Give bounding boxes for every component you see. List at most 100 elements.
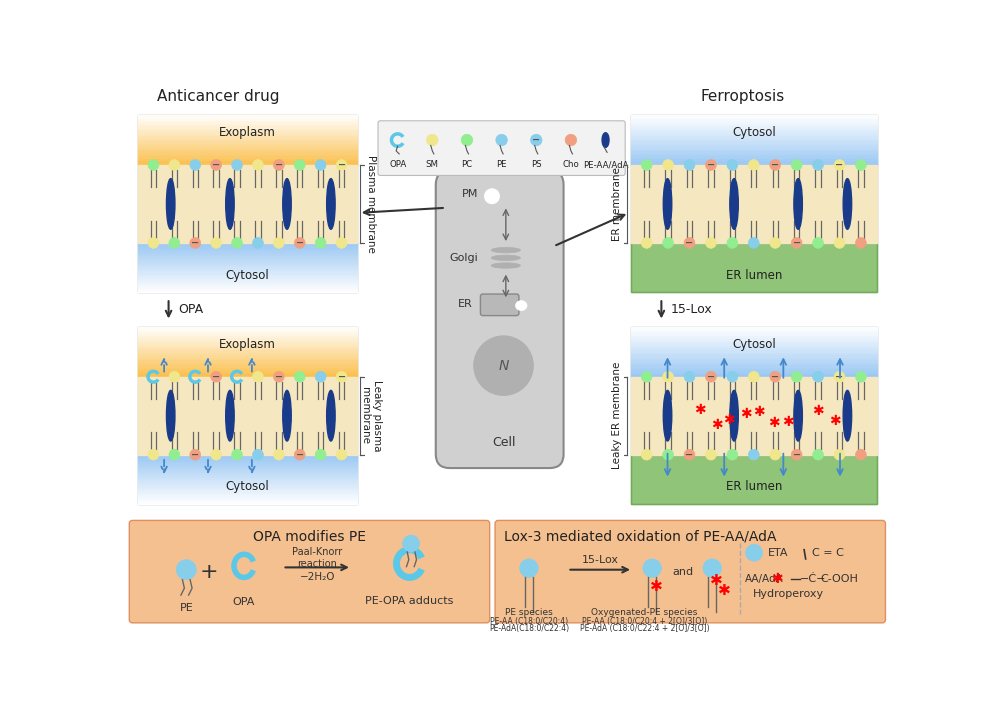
Text: ER: ER bbox=[458, 299, 473, 309]
Bar bbox=[138, 157, 357, 160]
Circle shape bbox=[565, 134, 576, 146]
Text: Anticancer drug: Anticancer drug bbox=[157, 89, 280, 104]
Text: Hydroperoxy: Hydroperoxy bbox=[753, 589, 825, 599]
Text: −2H₂O: −2H₂O bbox=[299, 572, 335, 582]
Bar bbox=[138, 367, 357, 369]
Text: Plasma membrane: Plasma membrane bbox=[366, 155, 376, 253]
Text: ✱: ✱ bbox=[719, 583, 731, 598]
Bar bbox=[138, 489, 357, 492]
Text: −: − bbox=[707, 372, 715, 381]
Circle shape bbox=[190, 449, 201, 460]
Text: 15-Lox: 15-Lox bbox=[582, 556, 619, 565]
Circle shape bbox=[294, 159, 305, 171]
Circle shape bbox=[294, 372, 305, 382]
Ellipse shape bbox=[226, 391, 235, 441]
Bar bbox=[138, 123, 357, 125]
Circle shape bbox=[211, 372, 222, 382]
Circle shape bbox=[148, 159, 158, 171]
Bar bbox=[138, 147, 357, 150]
Circle shape bbox=[337, 238, 346, 248]
Circle shape bbox=[427, 134, 439, 146]
Circle shape bbox=[232, 449, 243, 460]
Bar bbox=[138, 285, 357, 288]
Bar bbox=[138, 121, 357, 123]
Bar bbox=[138, 350, 357, 352]
Bar bbox=[631, 135, 877, 137]
Bar bbox=[631, 125, 877, 128]
Text: Cytosol: Cytosol bbox=[226, 269, 269, 281]
Text: −: − bbox=[275, 372, 283, 381]
Bar bbox=[138, 376, 357, 455]
Circle shape bbox=[706, 372, 717, 382]
Ellipse shape bbox=[794, 391, 802, 441]
Text: PE: PE bbox=[179, 603, 193, 613]
Circle shape bbox=[485, 190, 499, 203]
Circle shape bbox=[403, 535, 420, 552]
Bar bbox=[138, 290, 357, 293]
Bar bbox=[138, 118, 357, 121]
Bar bbox=[138, 374, 357, 376]
Circle shape bbox=[855, 449, 866, 460]
Circle shape bbox=[273, 372, 284, 382]
Text: ✱: ✱ bbox=[711, 418, 723, 432]
Bar bbox=[138, 288, 357, 290]
Text: −: − bbox=[212, 372, 220, 381]
Bar bbox=[138, 330, 357, 332]
Ellipse shape bbox=[491, 263, 521, 268]
Bar bbox=[138, 142, 357, 145]
Circle shape bbox=[662, 372, 673, 382]
Bar bbox=[138, 457, 357, 460]
Bar bbox=[138, 260, 357, 263]
Bar bbox=[631, 123, 877, 125]
Bar bbox=[138, 340, 357, 342]
Circle shape bbox=[315, 372, 326, 382]
Bar bbox=[138, 360, 357, 362]
Bar bbox=[631, 352, 877, 355]
Circle shape bbox=[642, 238, 652, 248]
Bar bbox=[138, 275, 357, 278]
Circle shape bbox=[703, 559, 722, 577]
Bar bbox=[138, 280, 357, 283]
Text: OPA: OPA bbox=[233, 597, 255, 607]
Text: PE: PE bbox=[496, 160, 507, 169]
Circle shape bbox=[770, 449, 780, 460]
Bar bbox=[631, 345, 877, 347]
Circle shape bbox=[791, 449, 802, 460]
Text: Ferroptosis: Ferroptosis bbox=[700, 89, 784, 104]
Bar bbox=[631, 360, 877, 362]
Bar bbox=[138, 465, 357, 467]
Text: PE-AA/AdA: PE-AA/AdA bbox=[583, 160, 629, 169]
Bar bbox=[631, 145, 877, 147]
Circle shape bbox=[190, 159, 201, 171]
Text: OPA modifies PE: OPA modifies PE bbox=[253, 529, 366, 544]
Circle shape bbox=[337, 449, 346, 460]
Circle shape bbox=[748, 449, 759, 460]
Circle shape bbox=[294, 238, 305, 248]
Circle shape bbox=[835, 449, 844, 460]
Bar bbox=[138, 125, 357, 128]
Text: +: + bbox=[200, 562, 219, 582]
Bar bbox=[138, 494, 357, 497]
Ellipse shape bbox=[663, 178, 672, 229]
Circle shape bbox=[855, 372, 866, 382]
Bar bbox=[138, 345, 357, 347]
Bar bbox=[138, 258, 357, 260]
Bar bbox=[138, 270, 357, 273]
Text: C-OOH: C-OOH bbox=[821, 574, 858, 584]
Bar bbox=[138, 460, 357, 462]
Circle shape bbox=[294, 449, 305, 460]
Circle shape bbox=[706, 159, 717, 171]
Bar bbox=[631, 130, 877, 133]
Bar bbox=[138, 487, 357, 489]
Circle shape bbox=[727, 449, 738, 460]
Text: ✱: ✱ bbox=[752, 405, 764, 419]
Bar bbox=[631, 376, 877, 455]
Circle shape bbox=[727, 238, 738, 248]
Circle shape bbox=[706, 238, 717, 248]
Bar bbox=[138, 477, 357, 479]
Bar bbox=[138, 116, 357, 293]
Bar bbox=[631, 327, 877, 504]
Bar bbox=[138, 342, 357, 345]
Ellipse shape bbox=[283, 178, 291, 229]
Bar bbox=[631, 335, 877, 337]
